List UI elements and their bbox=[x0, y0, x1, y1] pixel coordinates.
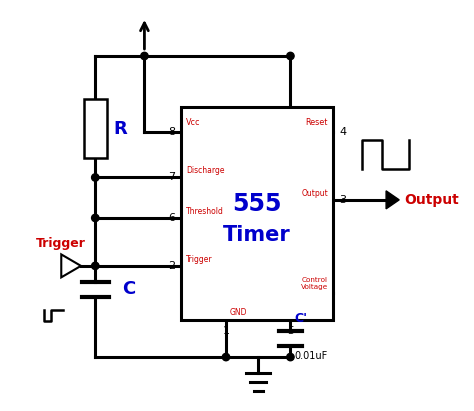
Circle shape bbox=[141, 52, 148, 60]
Circle shape bbox=[222, 353, 230, 361]
Text: Discharge: Discharge bbox=[186, 166, 225, 175]
Text: Timer: Timer bbox=[223, 225, 291, 245]
Text: GND: GND bbox=[229, 308, 247, 317]
Circle shape bbox=[91, 174, 99, 181]
Text: 1: 1 bbox=[222, 326, 229, 336]
Text: C: C bbox=[122, 280, 135, 298]
Text: 5: 5 bbox=[287, 326, 294, 336]
Circle shape bbox=[287, 353, 294, 361]
Text: 3: 3 bbox=[339, 195, 346, 205]
Text: Trigger: Trigger bbox=[36, 237, 86, 250]
Text: Reset: Reset bbox=[306, 118, 328, 127]
Text: 8: 8 bbox=[168, 127, 175, 137]
Polygon shape bbox=[386, 191, 399, 209]
Text: Control
Voltage: Control Voltage bbox=[301, 277, 328, 291]
Text: 6: 6 bbox=[168, 213, 175, 223]
Circle shape bbox=[91, 214, 99, 222]
Text: 7: 7 bbox=[168, 173, 175, 182]
Text: Vcc: Vcc bbox=[186, 118, 201, 127]
Text: R: R bbox=[114, 120, 128, 138]
Text: 0.01uF: 0.01uF bbox=[294, 351, 328, 361]
Bar bbox=[84, 99, 107, 158]
Text: 4: 4 bbox=[339, 127, 346, 137]
Text: C': C' bbox=[294, 312, 308, 326]
Text: Trigger: Trigger bbox=[186, 255, 213, 264]
Text: Output: Output bbox=[404, 193, 459, 207]
Text: Threshold: Threshold bbox=[186, 207, 224, 216]
Text: Output: Output bbox=[301, 189, 328, 198]
Text: 2: 2 bbox=[168, 261, 175, 271]
Text: 555: 555 bbox=[232, 192, 282, 216]
Bar bbox=[181, 107, 333, 320]
Circle shape bbox=[91, 262, 99, 270]
Circle shape bbox=[287, 52, 294, 60]
